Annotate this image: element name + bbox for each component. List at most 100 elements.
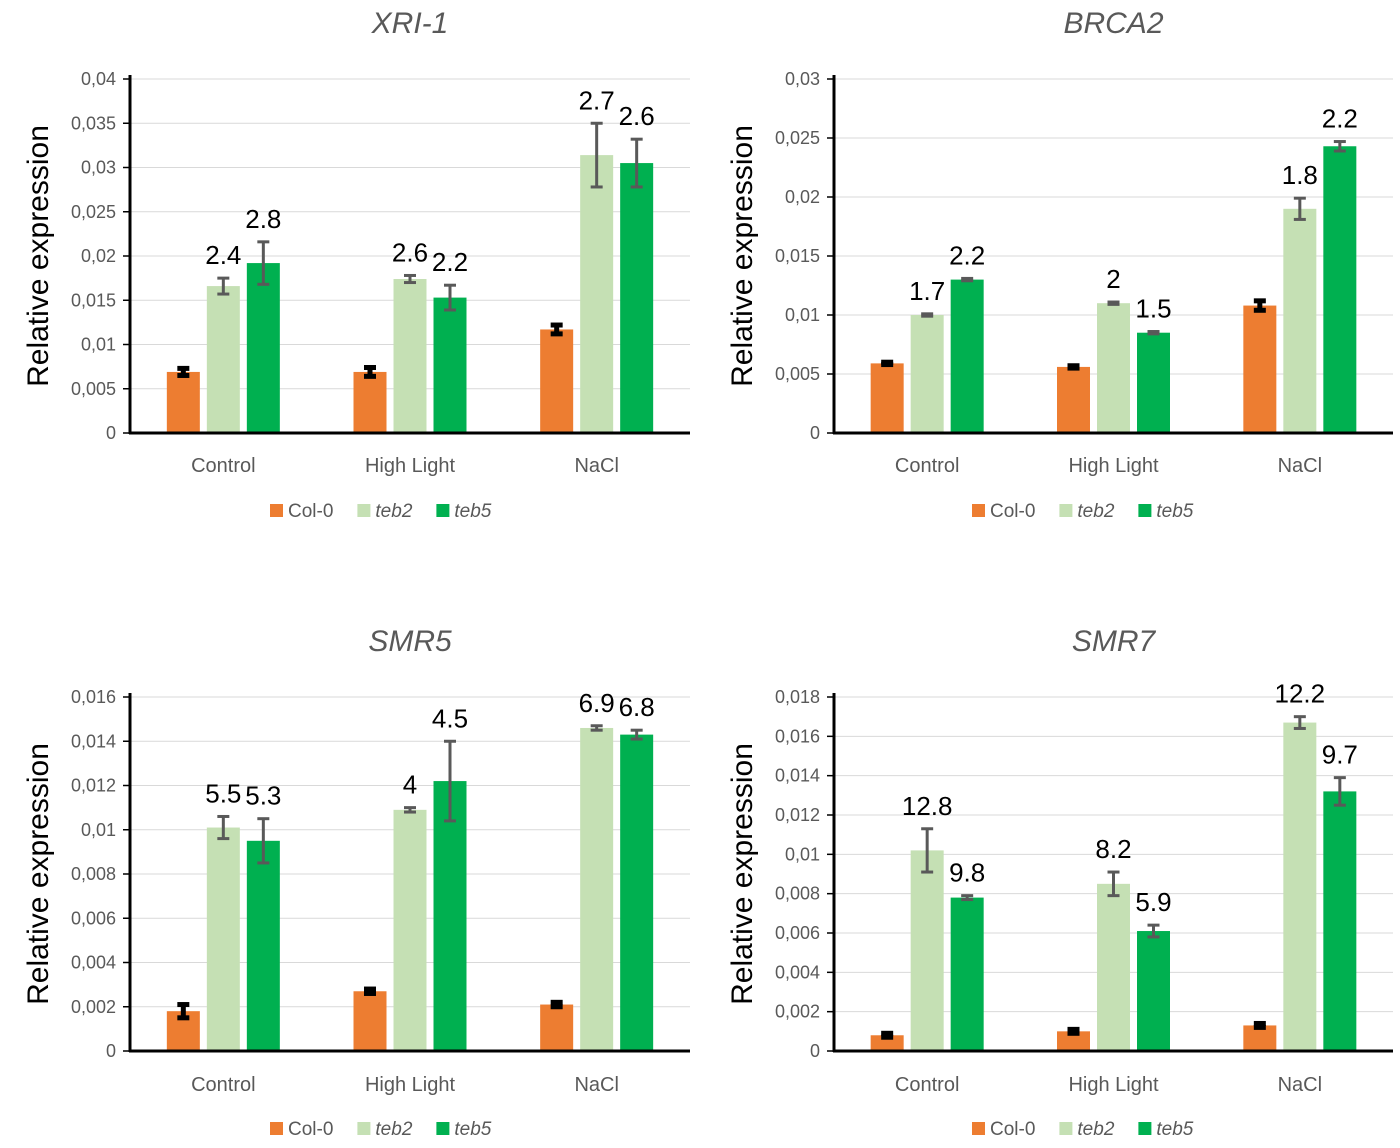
y-tick-label: 0,004 [775,962,820,982]
y-axis-label: Relative expression [22,743,55,1005]
bar-col-0-high-light [1057,366,1090,433]
y-tick-label: 0,04 [81,69,116,89]
y-axis-label: Relative expression [726,743,759,1005]
y-tick-label: 0,002 [775,1002,820,1022]
data-label: 6.8 [619,692,655,722]
y-tick-label: 0,006 [71,908,116,928]
y-tick-label: 0,035 [71,113,116,133]
legend-swatch-teb2 [1059,1122,1073,1135]
legend-label: Col-0 [990,1119,1035,1140]
x-tick-label: High Light [365,1074,456,1096]
x-tick-label: Control [895,455,959,477]
bar-col-0-control [166,371,200,433]
y-tick-label: 0,002 [71,997,116,1017]
y-tick-label: 0 [810,1041,820,1061]
x-tick-label: NaCl [1278,1074,1322,1096]
y-tick-label: 0 [810,423,820,443]
bar-teb2-high-light [1097,883,1130,1051]
y-tick-label: 0,01 [785,844,820,864]
x-tick-label: NaCl [1278,455,1322,477]
y-tick-label: 0,014 [775,766,820,786]
data-label: 1.7 [909,276,945,306]
bar-teb5-high-light [1137,931,1170,1051]
y-tick-label: 0,03 [785,69,820,89]
bar-teb5-high-light [1137,332,1170,433]
legend-swatch-teb5 [436,504,450,517]
data-label: 5.9 [1135,887,1171,917]
y-tick-label: 0,004 [71,953,116,973]
y-tick-label: 0,005 [775,364,820,384]
data-label: 2.7 [579,85,615,115]
y-tick-label: 0,01 [785,305,820,325]
bar-teb2-high-light [393,279,427,433]
bar-col-0-nacl [540,329,574,433]
y-axis-label: Relative expression [726,125,759,387]
y-tick-label: 0 [106,423,116,443]
bar-teb5-control [246,263,280,433]
y-tick-label: 0,016 [775,726,820,746]
bar-teb5-nacl [1323,791,1357,1051]
chart-title: XRI-1 [371,7,449,40]
x-tick-label: High Light [1068,1074,1159,1096]
y-tick-label: 0,014 [71,731,116,751]
data-label: 6.9 [579,688,615,718]
bar-col-0-nacl [1243,305,1277,433]
y-tick-label: 0 [106,1041,116,1061]
legend: Col-0 teb2 teb5 [270,501,492,522]
legend-label: Col-0 [288,1119,333,1140]
data-label: 4 [403,770,417,800]
legend: Col-0 teb2 teb5 [972,501,1194,522]
bar-teb5-control [246,840,280,1051]
data-label: 9.7 [1322,740,1358,770]
chart-title: BRCA2 [1063,7,1163,40]
legend-swatch-teb5 [1138,504,1152,517]
x-tick-label: NaCl [574,1074,618,1096]
chart-title: SMR5 [368,625,452,658]
bar-teb2-control [910,315,944,433]
legend-label: teb5 [454,501,491,522]
legend-swatch-teb2 [1059,504,1073,517]
bar-col-0-control [870,363,904,433]
chart-panel-xri-1: XRI-1 0 0,005 0,01 0,015 0,02 0,025 0,03 0,035 0,… [22,7,690,522]
legend-label: teb5 [454,1119,491,1140]
bar-col-0-high-light [1057,1031,1090,1051]
y-tick-label: 0,012 [71,776,116,796]
x-tick-label: Control [895,1074,959,1096]
data-label: 9.8 [949,858,985,888]
bar-teb2-nacl [1283,208,1317,433]
data-label: 1.8 [1282,160,1318,190]
x-tick-label: Control [191,455,255,477]
y-tick-label: 0,016 [71,687,116,707]
y-tick-label: 0,015 [71,290,116,310]
data-label: 2.4 [205,240,241,270]
bar-teb5-high-light [433,781,467,1051]
y-tick-label: 0,01 [81,335,116,355]
y-tick-label: 0,008 [71,864,116,884]
bar-col-0-high-light [353,991,387,1051]
y-axis-label: Relative expression [22,125,55,387]
bar-teb5-nacl [1323,146,1357,433]
legend-swatch-teb2 [357,504,371,517]
chart-panel-smr5: SMR5 0 0,002 0,004 0,006 0,008 0,01 0,012 0,014 0… [22,625,690,1140]
bar-teb5-high-light [433,297,467,433]
legend-label: teb2 [1077,1119,1114,1140]
y-tick-label: 0,025 [71,202,116,222]
bar-teb2-control [910,850,944,1051]
y-tick-label: 0,008 [775,884,820,904]
legend-label: teb2 [375,1119,412,1140]
bar-teb5-nacl [620,734,654,1051]
bar-col-0-high-light [353,371,387,433]
chart-panel-smr7: SMR7 0 0,002 0,004 0,006 0,008 0,01 0,012 0,014 0… [726,625,1393,1140]
y-tick-label: 0,015 [775,246,820,266]
legend: Col-0 teb2 teb5 [270,1119,492,1140]
x-tick-label: Control [191,1074,255,1096]
y-tick-label: 0,02 [81,246,116,266]
bar-teb5-control [950,279,984,433]
data-label: 2 [1106,264,1120,294]
x-tick-label: NaCl [574,455,618,477]
legend-label: teb2 [375,501,412,522]
legend: Col-0 teb2 teb5 [972,1119,1194,1140]
data-label: 2.6 [619,101,655,131]
y-tick-label: 0,012 [775,805,820,825]
